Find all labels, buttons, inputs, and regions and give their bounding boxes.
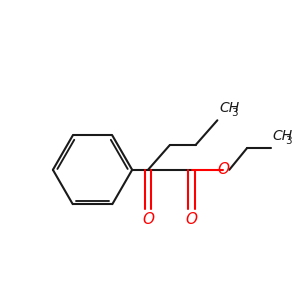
Text: CH: CH bbox=[273, 129, 293, 143]
Text: O: O bbox=[142, 212, 154, 227]
Text: 3: 3 bbox=[285, 136, 291, 146]
Text: O: O bbox=[217, 162, 229, 177]
Text: 3: 3 bbox=[231, 108, 238, 118]
Text: CH: CH bbox=[219, 101, 239, 115]
Text: O: O bbox=[186, 212, 198, 227]
